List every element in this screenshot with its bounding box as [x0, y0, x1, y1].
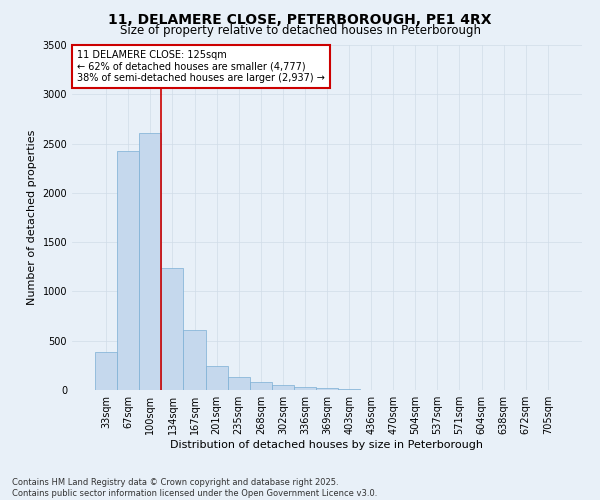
X-axis label: Distribution of detached houses by size in Peterborough: Distribution of detached houses by size … [170, 440, 484, 450]
Bar [250, 382, 272, 390]
Text: 11, DELAMERE CLOSE, PETERBOROUGH, PE1 4RX: 11, DELAMERE CLOSE, PETERBOROUGH, PE1 4R… [108, 12, 492, 26]
Bar [294, 387, 316, 390]
Text: Contains HM Land Registry data © Crown copyright and database right 2025.
Contai: Contains HM Land Registry data © Crown c… [12, 478, 377, 498]
Bar [227, 377, 250, 390]
Bar [316, 388, 338, 390]
Bar [184, 330, 206, 390]
Bar [272, 384, 294, 390]
Bar [117, 152, 139, 390]
Bar [139, 132, 161, 390]
Y-axis label: Number of detached properties: Number of detached properties [27, 130, 37, 305]
Bar [206, 366, 227, 390]
Bar [338, 389, 360, 390]
Bar [161, 268, 184, 390]
Text: Size of property relative to detached houses in Peterborough: Size of property relative to detached ho… [119, 24, 481, 37]
Bar [95, 352, 117, 390]
Text: 11 DELAMERE CLOSE: 125sqm
← 62% of detached houses are smaller (4,777)
38% of se: 11 DELAMERE CLOSE: 125sqm ← 62% of detac… [77, 50, 325, 84]
